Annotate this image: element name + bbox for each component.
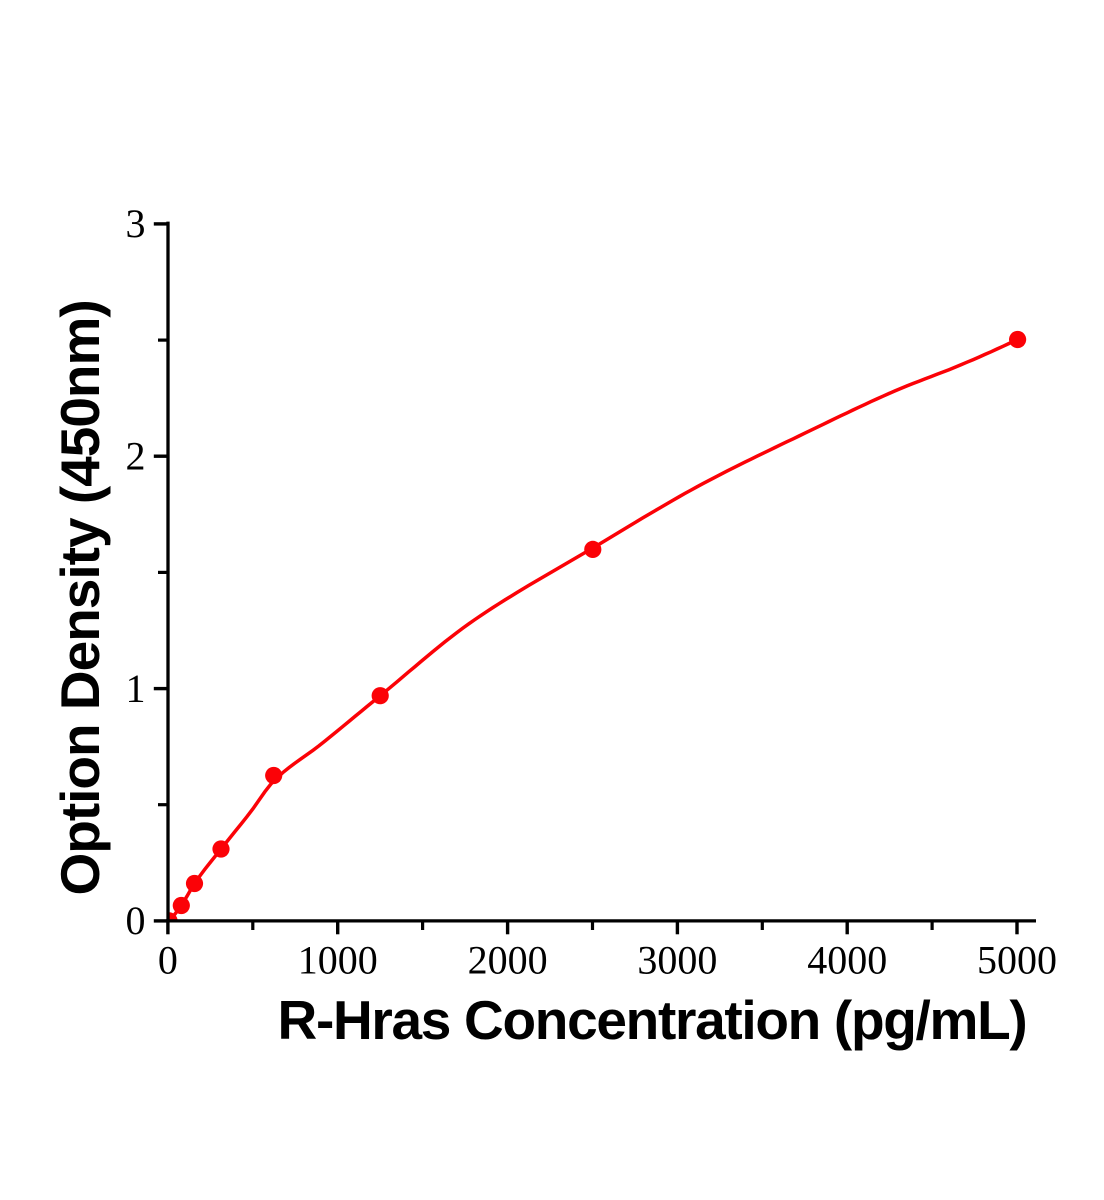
svg-text:0: 0 <box>126 898 146 943</box>
svg-text:3: 3 <box>126 201 146 246</box>
svg-text:Option Density (450nm): Option Density (450nm) <box>49 300 111 895</box>
svg-text:0: 0 <box>158 938 178 983</box>
svg-text:2: 2 <box>126 434 146 479</box>
svg-text:1000: 1000 <box>298 938 378 983</box>
svg-text:4000: 4000 <box>807 938 887 983</box>
svg-text:5000: 5000 <box>977 938 1057 983</box>
svg-text:2000: 2000 <box>468 938 548 983</box>
svg-text:3000: 3000 <box>637 938 717 983</box>
svg-text:1: 1 <box>126 666 146 711</box>
svg-text:R-Hras Concentration (pg/mL): R-Hras Concentration (pg/mL) <box>278 989 1027 1051</box>
